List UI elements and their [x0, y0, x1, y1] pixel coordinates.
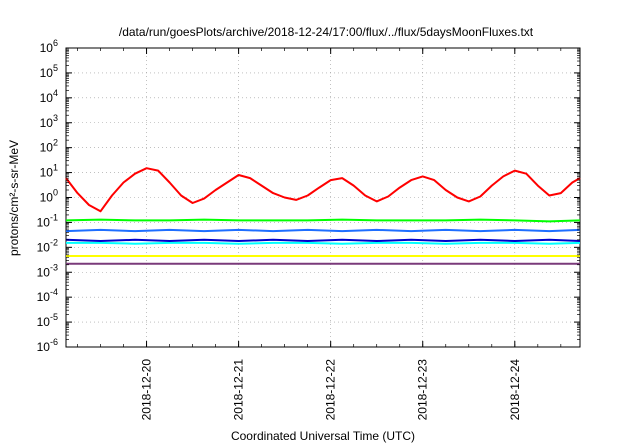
x-tick-label: 2018-12-22 [324, 359, 338, 421]
grid-lines [66, 48, 580, 347]
x-axis-label: Coordinated Universal Time (UTC) [231, 429, 415, 443]
data-series [65, 167, 581, 265]
series-line-0 [65, 167, 581, 213]
x-tick-label: 2018-12-23 [416, 359, 430, 421]
y-tick-label: 104 [40, 88, 58, 105]
y-tick-label: 10-4 [37, 287, 58, 304]
series-line-3 [65, 228, 581, 233]
y-tick-label: 103 [40, 113, 58, 130]
series-line-4 [65, 238, 581, 242]
x-tick-label: 2018-12-21 [232, 359, 246, 421]
axis-ticks: 10-6 10-5 10-4 10-3 10-2 10-1 100 101 102 103 104 1… [37, 38, 580, 420]
y-tick-label: 10-5 [37, 312, 58, 329]
y-tick-label: 102 [40, 138, 58, 155]
y-tick-label: 10-3 [37, 262, 58, 279]
y-tick-label: 10-1 [37, 212, 58, 229]
y-tick-label: 106 [40, 38, 58, 55]
chart-title: /data/run/goesPlots/archive/2018-12-24/1… [119, 25, 534, 39]
y-tick-label: 10-6 [37, 337, 58, 354]
y-tick-label: 100 [40, 188, 58, 205]
y-axis-label: protons/cm²-s-sr-MeV [7, 140, 21, 256]
y-tick-label: 10-2 [37, 237, 58, 254]
y-tick-label: 105 [40, 63, 58, 80]
x-tick-label: 2018-12-20 [140, 359, 154, 421]
series-line-1 [65, 218, 581, 223]
series-line-2 [66, 241, 581, 245]
y-tick-label: 101 [40, 163, 58, 180]
x-tick-label: 2018-12-24 [508, 359, 522, 421]
